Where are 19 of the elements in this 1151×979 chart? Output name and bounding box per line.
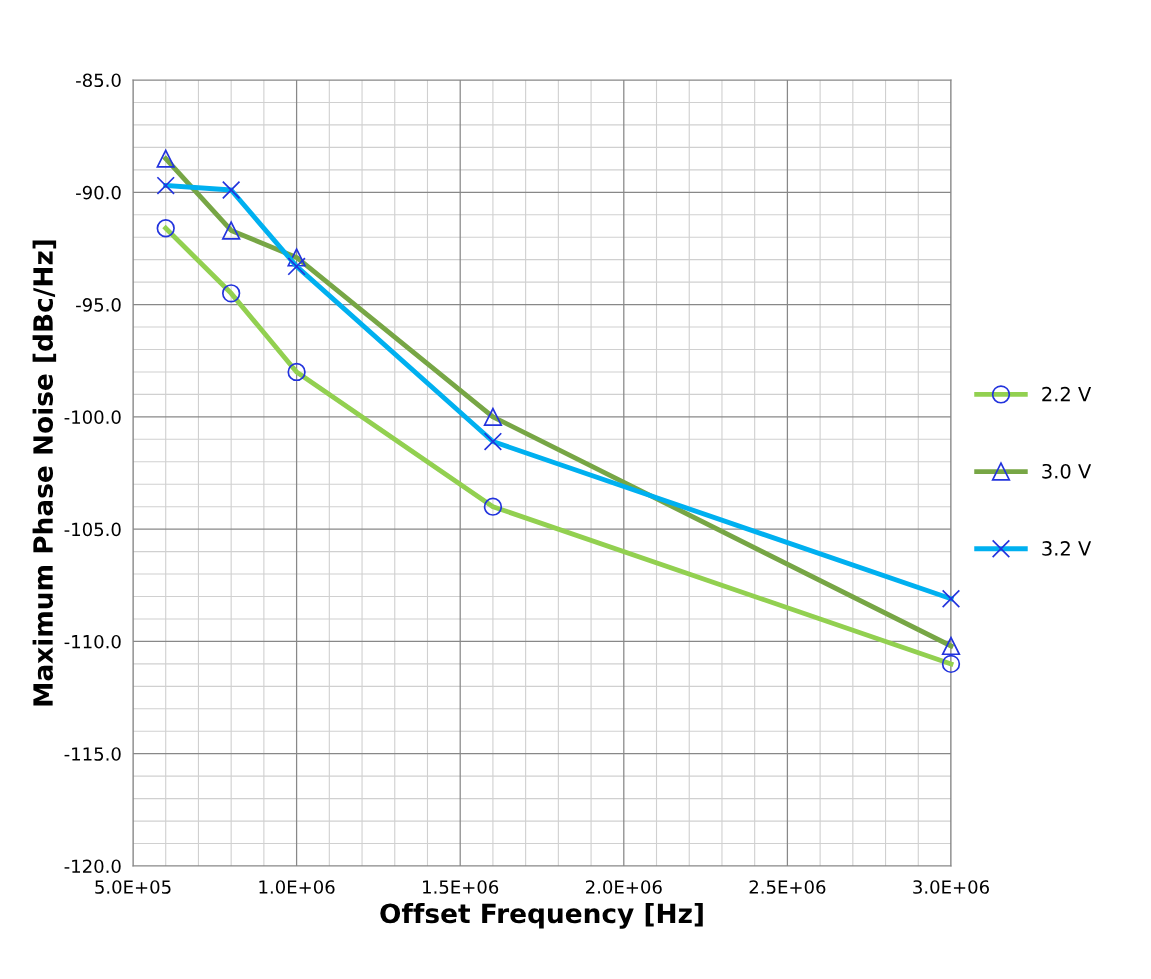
x-axis-title: Offset Frequency [Hz] — [380, 902, 703, 929]
x-tick-label: 5.0E+05 — [95, 880, 171, 894]
y-tick-label: -110.0 — [64, 634, 121, 649]
legend-label: 3.0 V — [1042, 463, 1092, 479]
y-tick-label: -85.0 — [76, 73, 121, 88]
legend-label: 2.2 V — [1042, 386, 1092, 402]
x-tick-label: 3.0E+06 — [913, 880, 989, 894]
y-tick-label: -115.0 — [64, 747, 121, 761]
legend-label: 3.2 V — [1042, 541, 1092, 556]
x-tick-label: 1.5E+06 — [423, 880, 499, 894]
x-tick-label: 2.0E+06 — [586, 880, 662, 894]
x-tick-label: 1.0E+06 — [259, 880, 335, 894]
y-tick-label: -120.0 — [64, 859, 121, 874]
x-tick-label: 2.5E+06 — [749, 880, 826, 894]
y-axis-title: Maximum Phase Noise [dBc/Hz] — [32, 240, 57, 706]
y-tick-label: -100.0 — [64, 410, 121, 424]
y-tick-label: -95.0 — [76, 298, 121, 312]
y-tick-label: -105.0 — [64, 522, 121, 537]
y-tick-label: -90.0 — [76, 185, 121, 200]
